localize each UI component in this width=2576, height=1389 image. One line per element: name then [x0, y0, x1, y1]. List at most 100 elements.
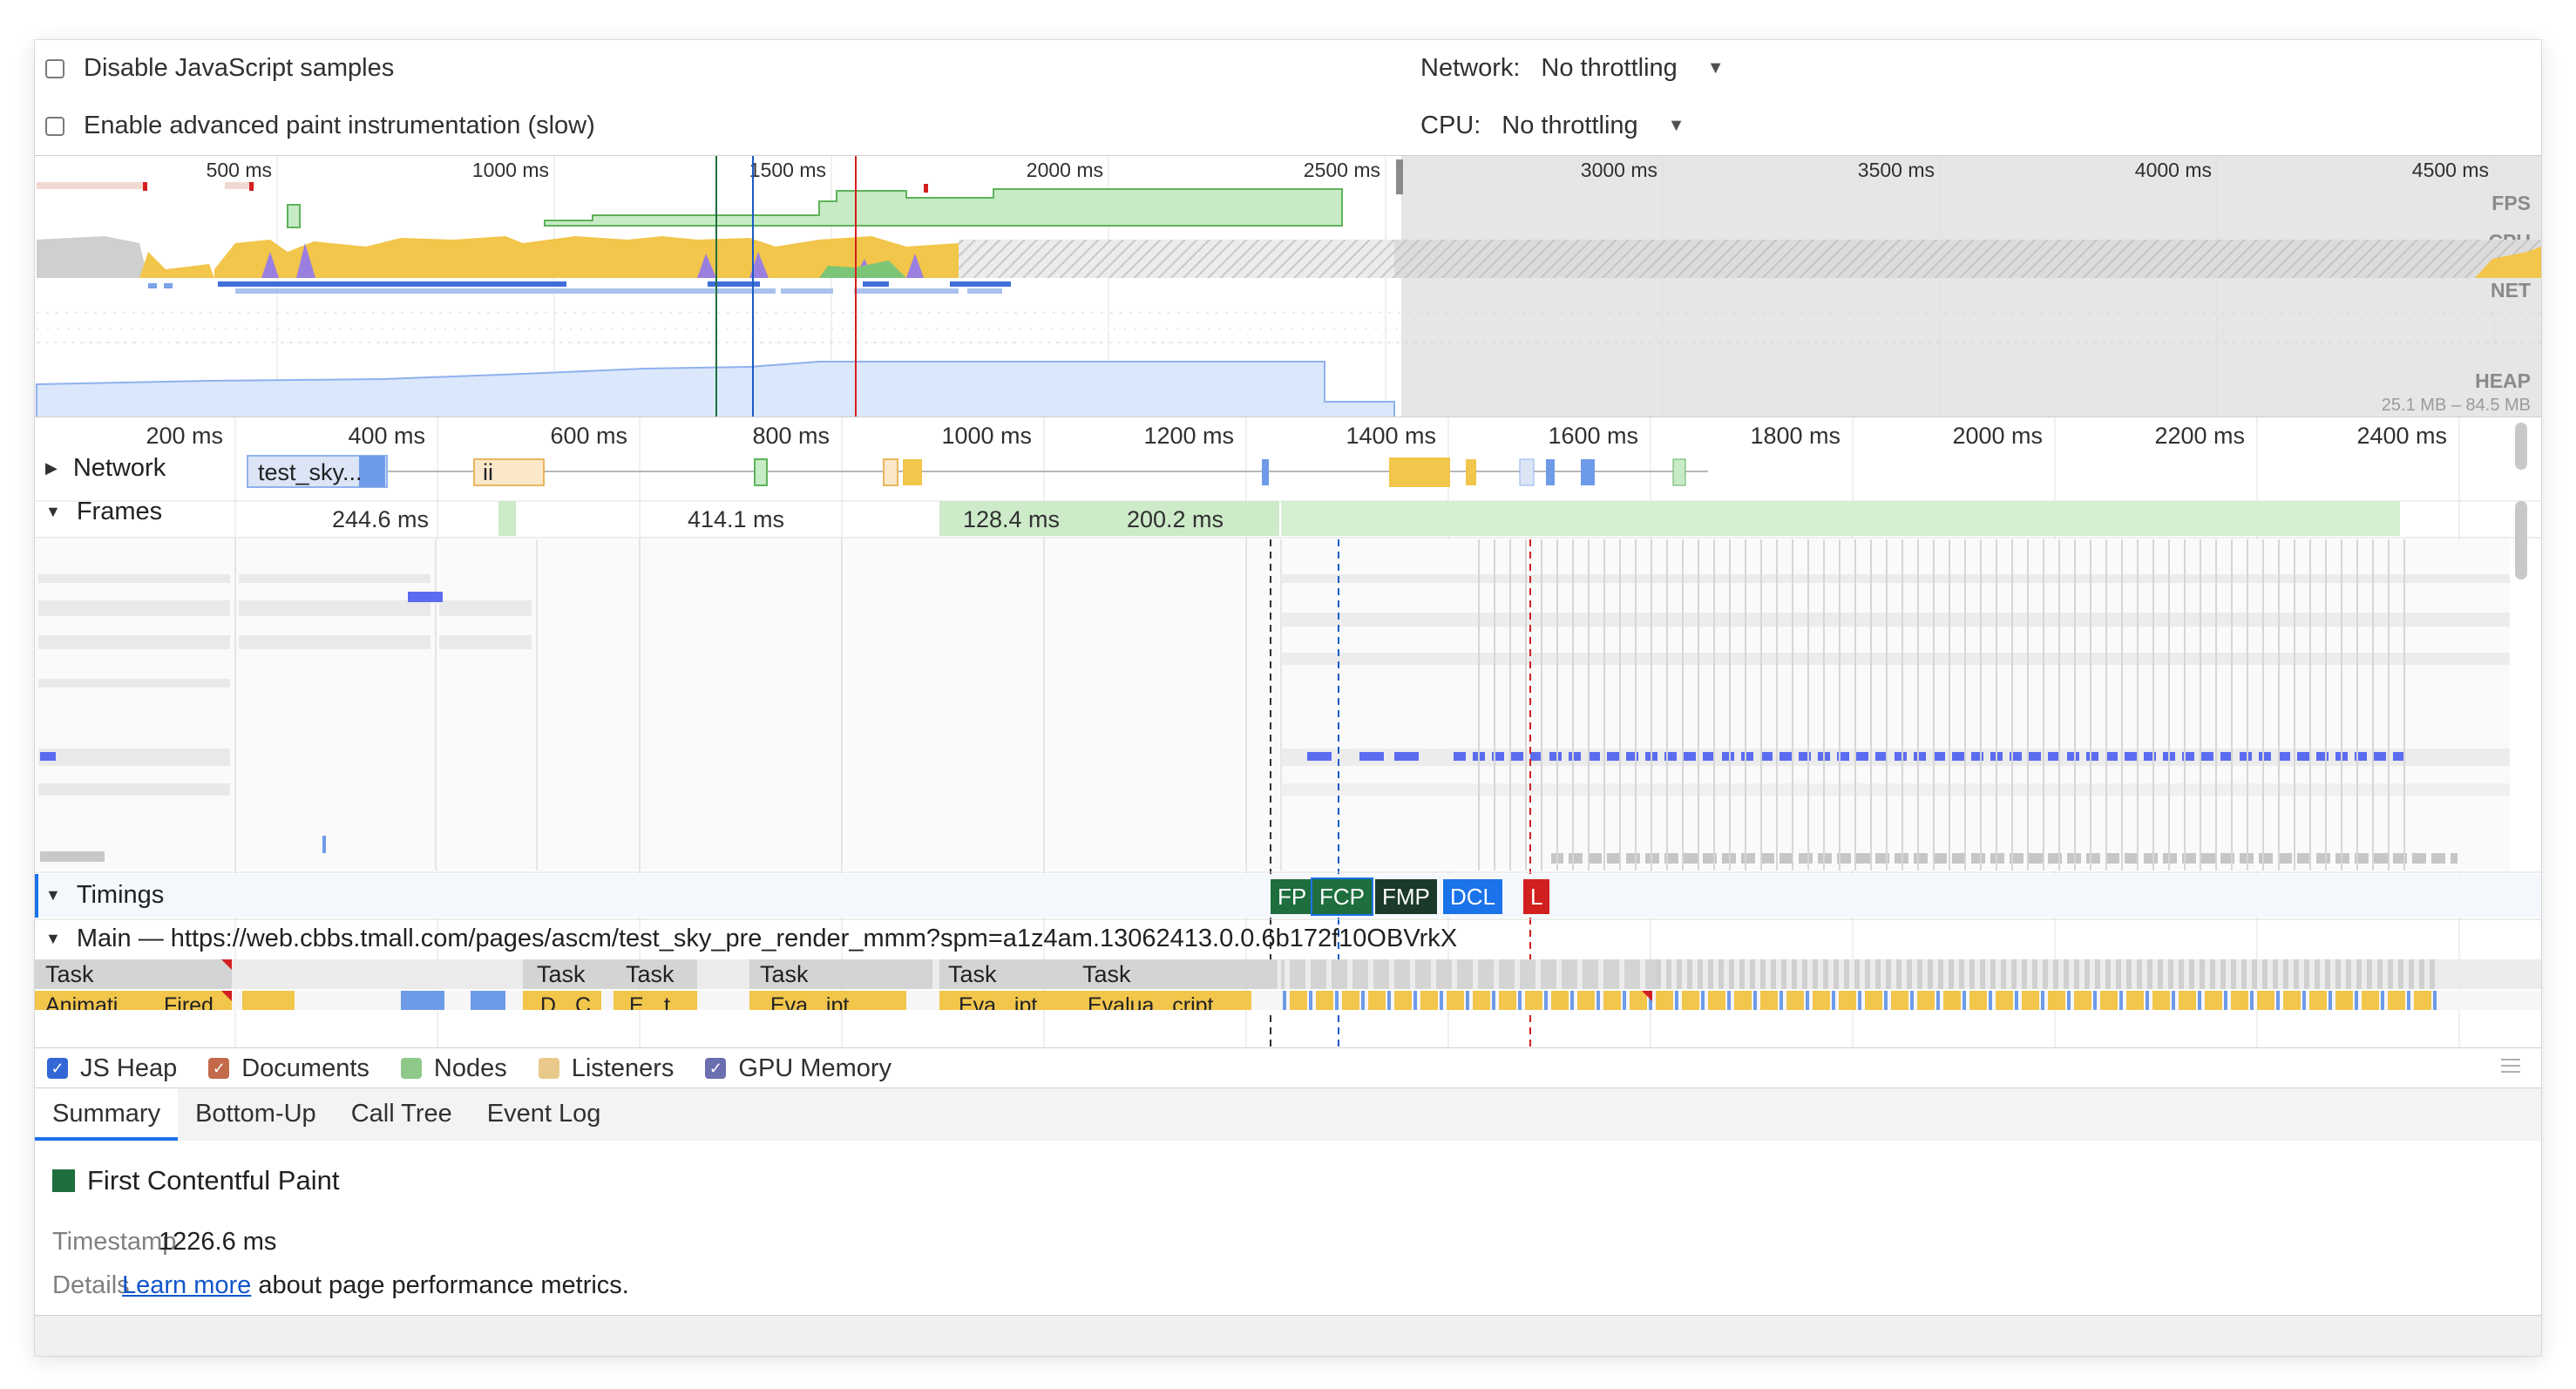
network-throttle-select[interactable]: No throttling	[1541, 54, 1678, 82]
documents-checkbox[interactable]: ✓	[208, 1058, 230, 1079]
tab-summary[interactable]: Summary	[35, 1088, 179, 1141]
nodes-checkbox[interactable]	[400, 1058, 422, 1079]
tab-call-tree[interactable]: Call Tree	[350, 1100, 452, 1128]
overview-tick: 500 ms	[207, 159, 272, 181]
tab-bottom-up[interactable]: Bottom-Up	[195, 1100, 316, 1128]
heap-range: 25.1 MB – 84.5 MB	[2382, 396, 2531, 415]
nodes-label: Nodes	[433, 1054, 507, 1082]
cpu-dropdown-icon[interactable]: ▼	[1667, 116, 1685, 135]
cpu-label: CPU:	[1420, 112, 1481, 139]
fps-track	[37, 182, 1343, 228]
network-request-label[interactable]: test_sky...	[258, 459, 363, 485]
frame-duration[interactable]: 414.1 ms	[688, 506, 784, 532]
task-label[interactable]: Task	[626, 961, 675, 987]
js-heap-checkbox[interactable]: ✓	[47, 1058, 68, 1079]
overview-tick: 3500 ms	[1858, 159, 1935, 181]
counter-nodes[interactable]: Nodes	[400, 1054, 507, 1083]
fps-track-label: FPS	[2491, 192, 2531, 214]
task-label[interactable]: Task	[1082, 961, 1131, 987]
subtask-label[interactable]: Evalua...cript	[1088, 993, 1214, 1010]
js-heap-label: JS Heap	[80, 1054, 178, 1082]
overview-chart: 500 ms 1000 ms 1500 ms 2000 ms 2500 ms 3…	[36, 156, 2541, 417]
frames-row-label: Frames	[76, 498, 163, 525]
tab-event-log[interactable]: Event Log	[486, 1100, 601, 1128]
task-label[interactable]: Task	[760, 961, 809, 987]
subtask-label[interactable]: Eva...ipt	[770, 993, 850, 1010]
subtask-label[interactable]: t	[664, 993, 670, 1010]
fmp-marker[interactable]: FMP	[1375, 879, 1437, 914]
subtask-label[interactable]: C...	[575, 993, 609, 1010]
frame-duration[interactable]: 244.6 ms	[332, 506, 429, 532]
main-thread-tasks[interactable]	[35, 959, 2541, 1010]
expand-network-icon[interactable]: ▶	[45, 459, 58, 477]
load-marker[interactable]: L	[1523, 879, 1550, 914]
listeners-checkbox[interactable]	[538, 1058, 559, 1079]
counter-listeners[interactable]: Listeners	[538, 1054, 674, 1083]
fcp-marker[interactable]: FCP	[1311, 877, 1373, 916]
screenshot-filmstrip[interactable]	[35, 539, 2510, 871]
network-track	[247, 455, 1708, 488]
network-request-label-2[interactable]: ii	[483, 459, 493, 485]
overview-tick: 4000 ms	[2135, 159, 2212, 181]
summary-pane: First Contentful Paint Timestamp 1226.6 …	[35, 1141, 2541, 1315]
timeline-tick: 600 ms	[550, 423, 627, 449]
timeline-tick: 1800 ms	[1750, 423, 1840, 449]
counter-js-heap[interactable]: ✓ JS Heap	[47, 1054, 177, 1083]
summary-title-row: First Contentful Paint	[52, 1165, 339, 1196]
cpu-throttle-select[interactable]: No throttling	[1502, 112, 1638, 139]
disable-js-samples-label: Disable JavaScript samples	[84, 54, 395, 82]
disable-js-samples-row[interactable]: Disable JavaScript samples	[45, 54, 394, 83]
dcl-marker[interactable]: DCL	[1443, 879, 1503, 914]
subtask-label[interactable]: Fired	[164, 993, 214, 1010]
frames-row-header[interactable]: ▼ Frames	[45, 498, 162, 526]
timeline-overview[interactable]: 500 ms 1000 ms 1500 ms 2000 ms 2500 ms 3…	[35, 155, 2541, 417]
learn-more-link[interactable]: Learn more	[122, 1271, 252, 1299]
subtask-label[interactable]: Animati...	[45, 993, 137, 1010]
overview-tick: 1000 ms	[472, 159, 549, 181]
net-track	[148, 281, 1011, 294]
counter-documents[interactable]: ✓ Documents	[208, 1054, 369, 1083]
overview-tick: 2500 ms	[1304, 159, 1380, 181]
timestamp-row: Timestamp 1226.6 ms	[52, 1228, 276, 1257]
collapse-frames-icon[interactable]: ▼	[45, 503, 61, 520]
network-row-header[interactable]: ▶ Network	[45, 454, 166, 483]
details-tabs: Summary Bottom-Up Call Tree Event Log	[35, 1087, 2541, 1142]
cpu-track	[37, 236, 2541, 278]
cpu-throttle: CPU: No throttling ▼	[1420, 112, 1685, 140]
advanced-paint-row[interactable]: Enable advanced paint instrumentation (s…	[45, 112, 595, 140]
network-dropdown-icon[interactable]: ▼	[1706, 58, 1725, 78]
details-text: about page performance metrics.	[258, 1271, 629, 1299]
task-label[interactable]: Task	[45, 961, 94, 987]
network-row-label: Network	[72, 454, 166, 482]
timeline-scrollbar-top[interactable]	[2515, 423, 2527, 470]
fp-marker[interactable]: FP	[1271, 879, 1314, 914]
overview-tick: 2000 ms	[1027, 159, 1103, 181]
documents-label: Documents	[241, 1054, 369, 1082]
frame-duration[interactable]: 200.2 ms	[1127, 506, 1224, 532]
collapse-main-icon[interactable]: ▼	[45, 930, 61, 947]
timeline-tick: 1000 ms	[941, 423, 1032, 449]
timings-row-header[interactable]: ▼ Timings	[45, 881, 164, 910]
event-color-swatch	[52, 1169, 75, 1192]
task-label[interactable]: Task	[537, 961, 586, 987]
collapse-timings-icon[interactable]: ▼	[45, 886, 61, 904]
disable-js-samples-checkbox[interactable]	[45, 58, 64, 78]
network-label: Network:	[1420, 54, 1521, 82]
timestamp-key: Timestamp	[52, 1228, 177, 1256]
subtask-label[interactable]: Eva...ipt	[959, 993, 1038, 1010]
subtask-label[interactable]: D...	[540, 993, 574, 1010]
advanced-paint-checkbox[interactable]	[45, 116, 64, 136]
frame-duration[interactable]: 128.4 ms	[963, 506, 1060, 532]
gpu-memory-checkbox[interactable]: ✓	[705, 1058, 727, 1079]
counter-gpu-memory[interactable]: ✓ GPU Memory	[705, 1054, 891, 1083]
main-thread-header[interactable]: ▼ Main — https://web.cbbs.tmall.com/page…	[45, 925, 1457, 953]
subtask-label[interactable]: E...	[629, 993, 662, 1010]
gpu-memory-label: GPU Memory	[738, 1054, 892, 1082]
main-timeline[interactable]: 200 ms 400 ms 600 ms 800 ms 1000 ms 1200…	[35, 417, 2541, 1048]
timeline-tick: 800 ms	[752, 423, 830, 449]
drag-handle-icon[interactable]	[2501, 1059, 2520, 1077]
timeline-scrollbar[interactable]	[2515, 501, 2527, 579]
task-label[interactable]: Task	[948, 961, 997, 987]
overview-selection-handle[interactable]	[1396, 159, 1403, 194]
overview-tick: 4500 ms	[2412, 159, 2489, 181]
